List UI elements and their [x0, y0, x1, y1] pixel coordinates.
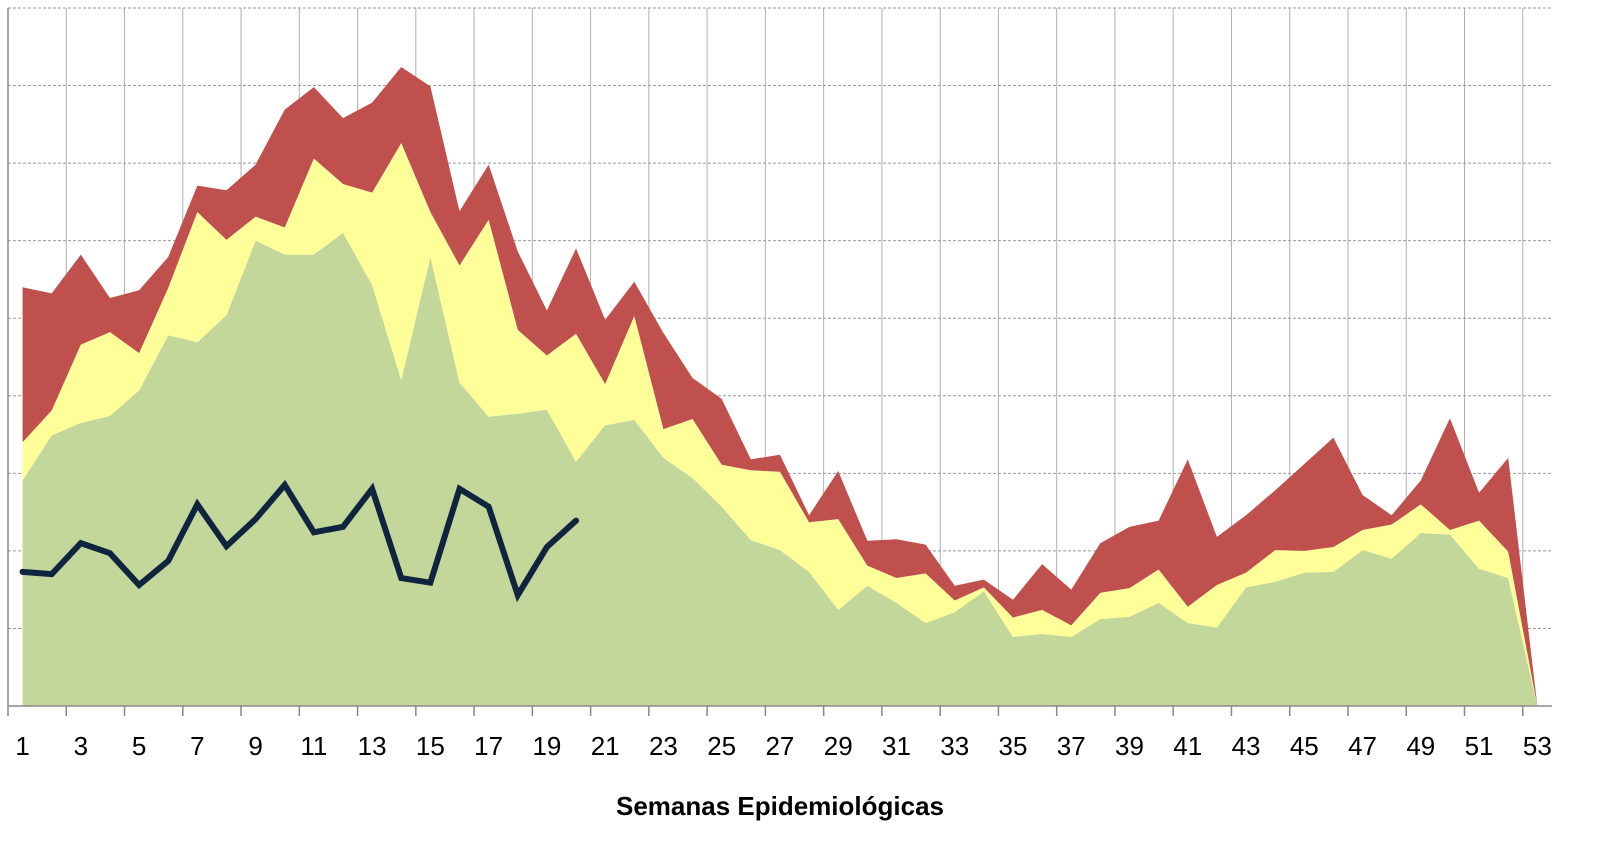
- x-tick-label: 19: [532, 731, 561, 761]
- x-tick-label: 51: [1465, 731, 1494, 761]
- x-tick-label: 31: [882, 731, 911, 761]
- x-tick-label: 27: [765, 731, 794, 761]
- x-tick-label: 33: [940, 731, 969, 761]
- x-tick-label: 21: [591, 731, 620, 761]
- x-tick-label: 53: [1523, 731, 1552, 761]
- x-tick-label: 29: [824, 731, 853, 761]
- x-tick-label: 25: [707, 731, 736, 761]
- x-tick-label: 15: [416, 731, 445, 761]
- x-tick-label: 1: [15, 731, 29, 761]
- x-tick-label: 13: [358, 731, 387, 761]
- x-tick-label: 9: [248, 731, 262, 761]
- x-tick-label: 47: [1348, 731, 1377, 761]
- area: [22, 66, 1538, 707]
- x-tick-label: 43: [1232, 731, 1261, 761]
- x-tick-label: 3: [74, 731, 88, 761]
- x-tick-label: 37: [1057, 731, 1086, 761]
- x-tick-label: 35: [999, 731, 1028, 761]
- x-tick-label: 17: [474, 731, 503, 761]
- x-tick-label: 23: [649, 731, 678, 761]
- x-tick-label: 5: [132, 731, 146, 761]
- x-tick-label: 41: [1173, 731, 1202, 761]
- x-tick-label: 7: [190, 731, 204, 761]
- area: [22, 232, 1538, 706]
- x-tick-label: 11: [300, 731, 327, 761]
- x-tick-label: 45: [1290, 731, 1319, 761]
- x-axis-title: Semanas Epidemiológicas: [616, 791, 944, 821]
- line: [19, 479, 580, 603]
- x-tick-label: 49: [1406, 731, 1435, 761]
- area: [22, 142, 1538, 707]
- x-tick-label: 39: [1115, 731, 1144, 761]
